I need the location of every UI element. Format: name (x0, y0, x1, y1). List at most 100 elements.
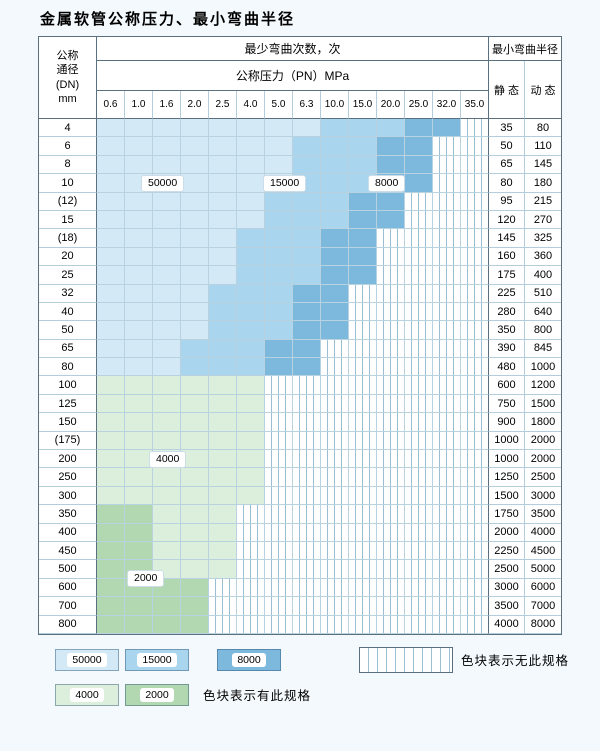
grid-cell-4000 (209, 431, 237, 451)
legend-swatch-label: 50000 (67, 652, 107, 667)
overlay-label-2000: 2000 (127, 570, 165, 587)
static-radius-cell: 350 (489, 321, 525, 340)
pressure-col-header: 35.0 (461, 91, 489, 119)
grid-cell-none (461, 615, 489, 634)
static-radius-cell: 1000 (489, 450, 525, 469)
grid-cell-50000 (237, 137, 265, 156)
dynamic-radius-cell: 1200 (525, 376, 561, 395)
dynamic-radius-cell: 640 (525, 302, 561, 322)
grid-cell-50000 (97, 284, 125, 303)
dn-cell: 350 (39, 505, 97, 524)
grid-cell-none (209, 597, 237, 616)
dn-cell: 150 (39, 413, 97, 432)
static-radius-cell: 65 (489, 155, 525, 175)
grid-cell-none (377, 413, 405, 432)
grid-cell-none (405, 358, 433, 377)
grid-cell-50000 (97, 155, 125, 175)
grid-cell-none (321, 560, 349, 579)
grid-cell-none (405, 578, 433, 598)
grid-cell-4000 (237, 431, 265, 451)
grid-cell-none (265, 376, 293, 395)
legend-swatch-8000: 8000 (217, 648, 281, 671)
grid-cell-50000 (125, 137, 153, 156)
grid-cell-none (433, 560, 461, 579)
dn-header-line: mm (58, 92, 77, 105)
grid-cell-15000 (237, 302, 265, 322)
grid-cell-none (461, 302, 489, 322)
grid-cell-none (293, 560, 321, 579)
grid-cell-none (433, 302, 461, 322)
grid-cell-15000 (349, 119, 377, 138)
grid-cell-none (461, 541, 489, 561)
grid-cell-none (377, 229, 405, 248)
dn-cell: 4 (39, 119, 97, 138)
grid-cell-none (321, 376, 349, 395)
grid-cell-none (405, 541, 433, 561)
grid-cell-none (321, 394, 349, 414)
grid-cell-none (433, 578, 461, 598)
grid-cell-none (293, 505, 321, 524)
grid-cell-4000 (181, 413, 209, 432)
grid-cell-none (461, 321, 489, 340)
static-radius-cell: 1750 (489, 505, 525, 524)
legend-no-spec-swatch (359, 646, 453, 673)
grid-cell-none (461, 578, 489, 598)
grid-cell-4000 (209, 468, 237, 487)
grid-cell-none (405, 339, 433, 359)
legend-row-green: 4000 2000 色块表示有此规格 (55, 682, 600, 708)
dynamic-radius-cell: 145 (525, 155, 561, 175)
grid-cell-4000 (153, 394, 181, 414)
grid-cell-15000 (265, 266, 293, 285)
grid-cell-2000 (181, 615, 209, 634)
grid-cell-none (265, 450, 293, 469)
grid-cell-none (377, 505, 405, 524)
grid-cell-50000 (265, 119, 293, 138)
grid-cell-none (405, 394, 433, 414)
dn-cell: 8 (39, 155, 97, 175)
pressure-col-header: 2.0 (181, 91, 209, 119)
grid-cell-none (405, 431, 433, 451)
grid-cell-none (433, 376, 461, 395)
grid-cell-none (209, 578, 237, 598)
dn-column-header: 公称 通径 (DN) mm (39, 37, 97, 119)
grid-cell-none (265, 560, 293, 579)
grid-cell-50000 (97, 339, 125, 359)
grid-cell-none (293, 376, 321, 395)
static-radius-cell: 3000 (489, 578, 525, 598)
static-radius-cell: 750 (489, 394, 525, 414)
grid-cell-4000 (237, 413, 265, 432)
grid-cell-none (405, 376, 433, 395)
grid-cell-none (461, 339, 489, 359)
grid-cell-50000 (209, 137, 237, 156)
dn-cell: 65 (39, 339, 97, 359)
dynamic-radius-cell: 80 (525, 119, 561, 138)
dn-cell: (175) (39, 431, 97, 451)
grid-cell-8000 (265, 358, 293, 377)
grid-cell-none (377, 339, 405, 359)
grid-cell-50000 (97, 321, 125, 340)
static-radius-cell: 80 (489, 174, 525, 193)
grid-cell-none (433, 210, 461, 230)
grid-cell-none (293, 541, 321, 561)
grid-cell-none (237, 578, 265, 598)
pressure-unit-header: 公称压力（PN）MPa (97, 61, 489, 91)
grid-cell-2000 (125, 597, 153, 616)
grid-cell-none (377, 578, 405, 598)
grid-cell-8000 (405, 137, 433, 156)
static-radius-cell: 4000 (489, 615, 525, 634)
legend-no-spec-label: 色块表示无此规格 (461, 654, 570, 669)
dn-cell: 32 (39, 284, 97, 303)
grid-cell-none (377, 376, 405, 395)
static-radius-cell: 600 (489, 376, 525, 395)
dynamic-radius-cell: 1000 (525, 358, 561, 377)
grid-cell-none (377, 302, 405, 322)
static-radius-cell: 900 (489, 413, 525, 432)
grid-cell-4000 (209, 486, 237, 506)
grid-cell-50000 (125, 192, 153, 211)
dn-header-line: 通径 (56, 64, 79, 77)
grid-cell-15000 (209, 284, 237, 303)
dn-cell: 400 (39, 523, 97, 542)
static-column-header: 静 态 (489, 61, 525, 119)
grid-cell-50000 (97, 174, 125, 193)
grid-cell-50000 (293, 119, 321, 138)
